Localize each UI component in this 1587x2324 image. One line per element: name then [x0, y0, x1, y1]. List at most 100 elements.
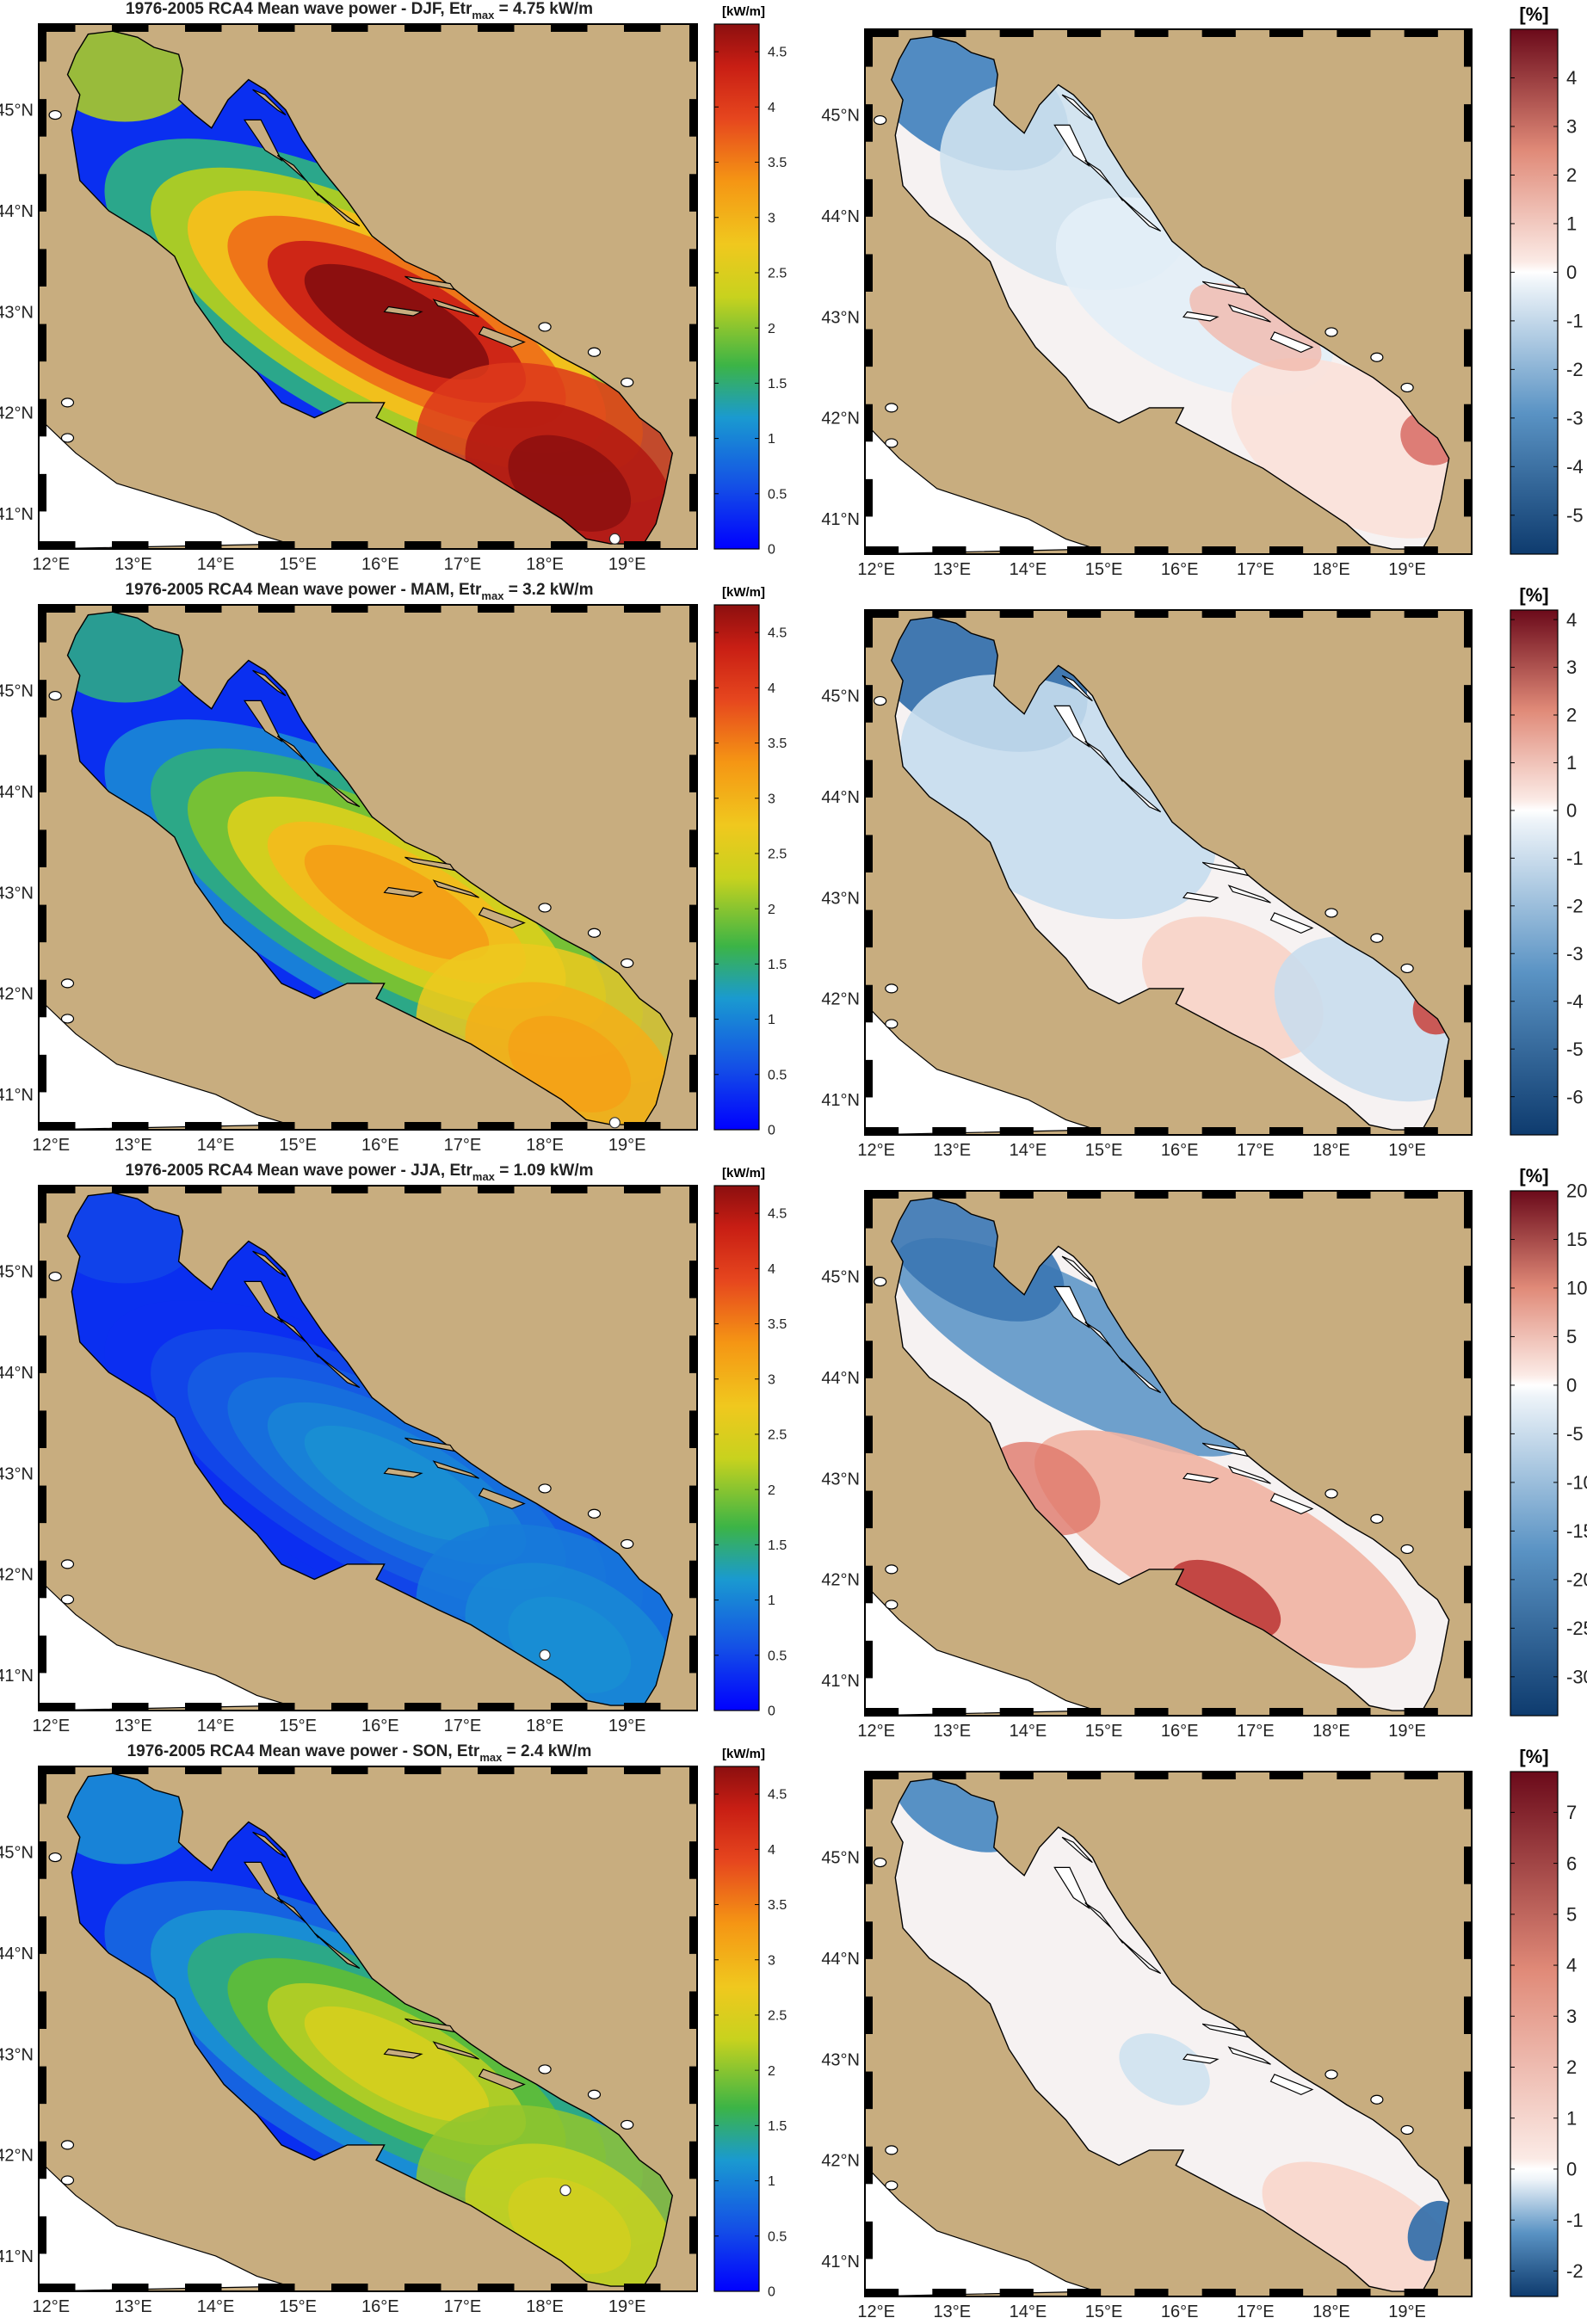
change-colorbar: 7 6 5 4 3 2 1 0 -1 -2 [%] — [1510, 1746, 1584, 2297]
island — [432, 879, 479, 898]
lon-tick-label: 18°E — [526, 555, 564, 574]
colorbar-tick-label: 2 — [768, 322, 775, 336]
island — [478, 2068, 526, 2091]
lat-tick-label: 42°N — [821, 990, 860, 1009]
lat-tick-label: 43°N — [0, 1464, 34, 1483]
lon-tick-label: 15°E — [1085, 560, 1123, 579]
colorbar-tick-label: -1 — [1566, 2210, 1584, 2231]
max-location-marker — [559, 2185, 571, 2197]
colorbar-tick-label: 1 — [768, 2174, 775, 2189]
colorbar-tick-label: 3.5 — [768, 1317, 787, 1332]
colorbar-tick-label: -1 — [1566, 848, 1584, 869]
lon-tick-label: 19°E — [1388, 1722, 1426, 1741]
lon-tick-label: 18°E — [1312, 1141, 1350, 1160]
island — [1183, 311, 1220, 322]
colorbar-tick-label: -5 — [1566, 1039, 1584, 1060]
island — [404, 1437, 456, 1452]
island — [1183, 1472, 1220, 1483]
island — [1183, 891, 1220, 903]
island — [1269, 1493, 1314, 1515]
lat-tick-label: 43°N — [821, 1470, 860, 1489]
island — [432, 1460, 479, 1479]
colorbar-unit-label: [%] — [1519, 1165, 1548, 1187]
wave-power-colorbar: 4.5 4 3.5 3 2.5 2 1.5 1 0.5 0 [kW/m] — [713, 4, 787, 558]
colorbar-tick-label: -3 — [1566, 408, 1584, 429]
colorbar-tick-label: 15 — [1566, 1229, 1587, 1250]
island — [243, 1861, 283, 1905]
lon-tick-label: 17°E — [444, 2297, 482, 2316]
colorbar-unit-label: [kW/m] — [722, 4, 765, 19]
island — [243, 700, 283, 743]
island — [1227, 2046, 1271, 2065]
lat-tick-label: 44°N — [0, 1945, 34, 1963]
island — [1201, 2023, 1250, 2038]
island — [1053, 124, 1090, 168]
island — [1269, 331, 1314, 354]
lon-tick-label: 14°E — [1010, 1722, 1047, 1741]
colorbar-tick-label: 0 — [768, 1124, 775, 1138]
colorbar-tick-label: 1 — [768, 1013, 775, 1027]
colorbar-tick-label: 4.5 — [768, 1207, 787, 1222]
lon-tick-label: 16°E — [361, 1717, 399, 1735]
island — [478, 326, 526, 348]
change-colorbar: 4 3 2 1 0 -1 -2 -3 -4 -5 [%] — [1510, 3, 1584, 555]
colorbar-tick-label: 3 — [768, 1372, 775, 1387]
island — [1227, 304, 1271, 323]
island — [1118, 1357, 1162, 1394]
lon-tick-label: 13°E — [114, 555, 152, 574]
colorbar-unit-label: [%] — [1519, 584, 1548, 606]
island — [1084, 160, 1124, 201]
colorbar-tick-label: -15 — [1566, 1520, 1587, 1542]
island — [1201, 280, 1250, 296]
island — [1183, 2053, 1220, 2064]
lon-tick-label: 18°E — [526, 1717, 564, 1735]
coastline — [66, 1772, 674, 2287]
lon-tick-label: 13°E — [114, 2297, 152, 2316]
lon-tick-label: 17°E — [444, 1717, 482, 1735]
colorbar-tick-label: 0.5 — [768, 2229, 787, 2244]
coastline — [66, 611, 674, 1125]
island — [1118, 776, 1162, 813]
lat-tick-label: 43°N — [0, 884, 34, 903]
colorbar-tick-label: 4.5 — [768, 1788, 787, 1803]
island — [1227, 885, 1271, 903]
lat-tick-label: 45°N — [0, 1263, 34, 1282]
colorbar-unit-label: [kW/m] — [722, 585, 765, 600]
lat-tick-label: 45°N — [821, 107, 860, 126]
island — [243, 119, 283, 163]
lon-tick-label: 17°E — [1237, 1722, 1275, 1741]
colorbar-tick-label: 1 — [1566, 752, 1577, 774]
island — [1061, 1836, 1093, 1864]
lat-tick-label: 41°N — [0, 1086, 34, 1105]
island — [1084, 1902, 1124, 1944]
lat-tick-label: 44°N — [0, 202, 34, 221]
colorbar-tick-label: 4 — [768, 101, 775, 115]
colorbar-tick-label: 3 — [768, 792, 775, 806]
lat-tick-label: 42°N — [0, 985, 34, 1004]
lat-tick-label: 44°N — [821, 1950, 860, 1969]
lat-tick-label: 42°N — [0, 2147, 34, 2166]
colorbar-tick-label: 0 — [768, 543, 775, 558]
island — [1061, 675, 1093, 702]
colorbar-tick-label: 2 — [768, 1483, 775, 1498]
colorbar-tick-label: 0 — [768, 2285, 775, 2300]
lon-tick-label: 15°E — [1085, 1141, 1123, 1160]
lon-tick-label: 15°E — [279, 1136, 317, 1155]
lon-tick-label: 15°E — [279, 555, 317, 574]
colorbar-tick-label: 2.5 — [768, 1428, 787, 1443]
lon-tick-label: 13°E — [934, 560, 972, 579]
colorbar-tick-label: 0.5 — [768, 1068, 787, 1082]
lon-tick-label: 14°E — [1010, 2302, 1047, 2321]
colorbar-tick-label: -10 — [1566, 1472, 1587, 1494]
wave-power-map: 12°E 13°E 14°E 15°E 16°E 17°E 18°E 19°E 45°N 44°N… — [0, 23, 698, 574]
lat-tick-label: 41°N — [821, 510, 860, 529]
lat-tick-label: 45°N — [821, 687, 860, 706]
colorbar-tick-label: 1 — [1566, 2107, 1577, 2129]
colorbar-tick-label: -4 — [1566, 990, 1584, 1012]
lat-tick-label: 43°N — [821, 308, 860, 327]
lat-tick-label: 45°N — [0, 102, 34, 120]
colorbar-unit-label: [kW/m] — [722, 1747, 765, 1761]
colorbar-tick-label: 4 — [1566, 67, 1577, 89]
lat-tick-label: 42°N — [821, 410, 860, 428]
